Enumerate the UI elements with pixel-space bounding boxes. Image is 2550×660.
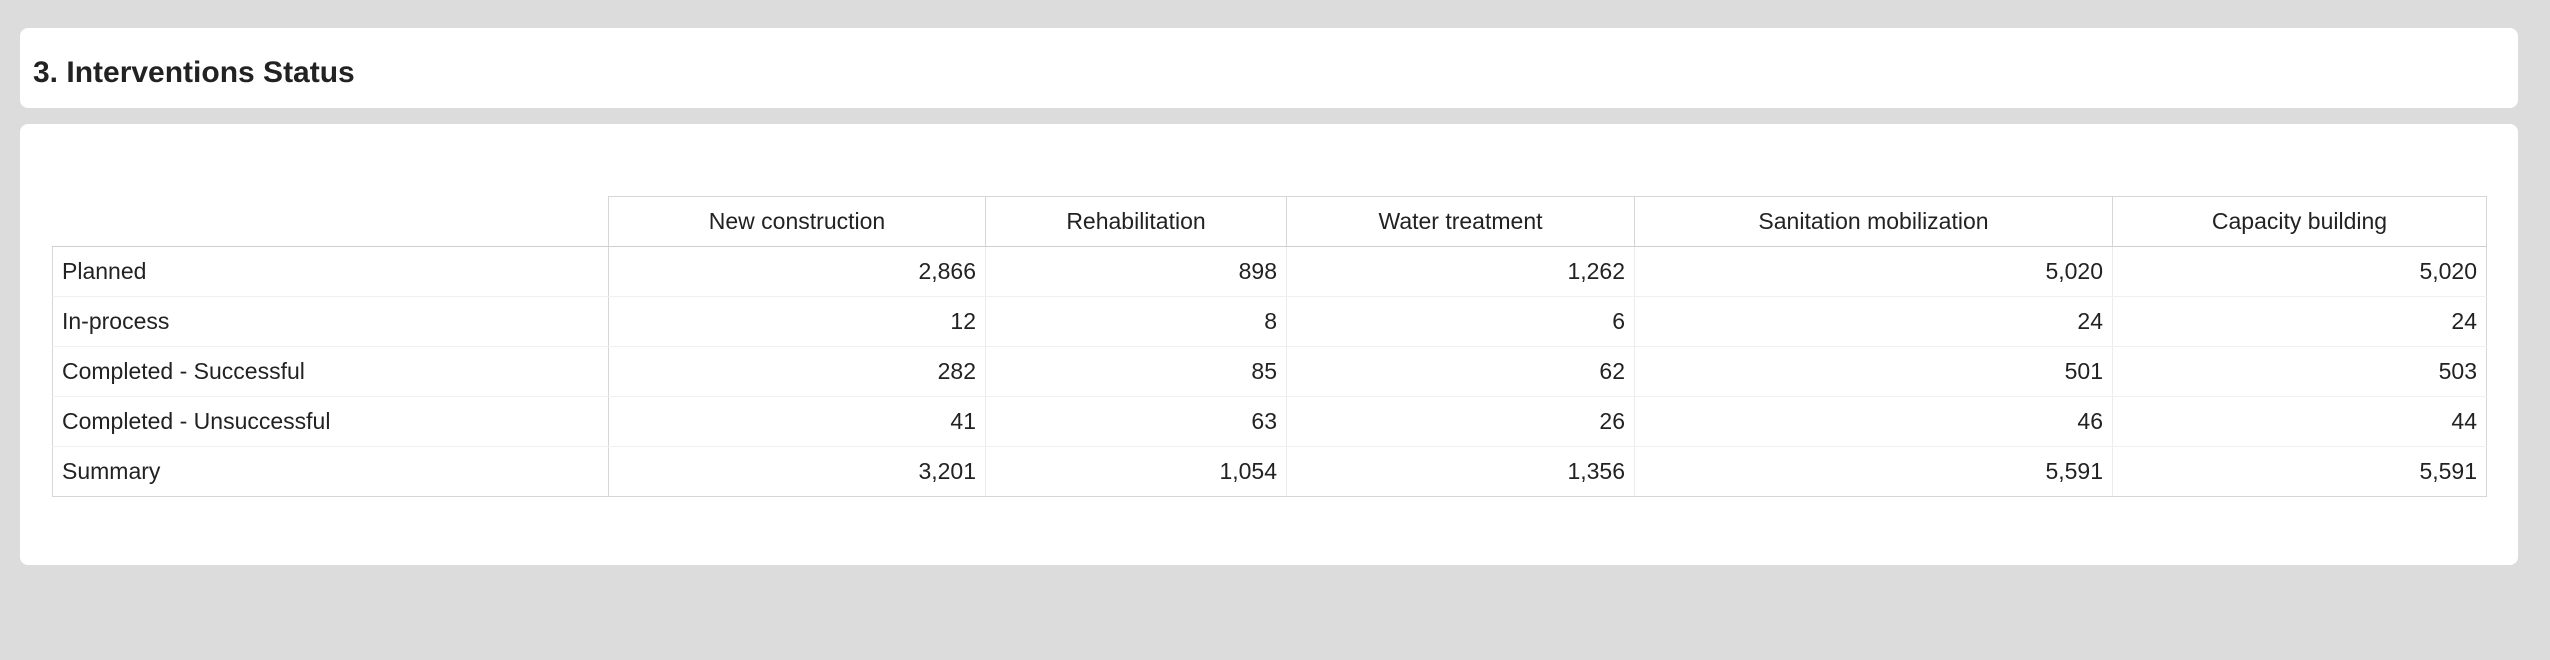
table-cell: 282 [608,346,986,397]
table-cell: 898 [985,246,1287,297]
interventions-status-table: New construction Rehabilitation Water tr… [52,196,2487,497]
table-cell: 501 [1634,346,2113,397]
table-cell: 44 [2112,396,2487,447]
column-header-sanitation-mobilization: Sanitation mobilization [1634,196,2113,247]
column-header-capacity-building: Capacity building [2112,196,2487,247]
table-cell: 2,866 [608,246,986,297]
table-row-summary: Summary 3,201 1,054 1,356 5,591 5,591 [52,446,2487,497]
summary-cell: 1,356 [1286,446,1635,497]
row-label: Completed - Unsuccessful [52,396,609,447]
table-cell: 24 [2112,296,2487,347]
table-cell: 63 [985,396,1287,447]
table-cell: 5,020 [2112,246,2487,297]
section-title: 3. Interventions Status [33,56,355,89]
summary-cell: 5,591 [2112,446,2487,497]
row-label: Completed - Successful [52,346,609,397]
table-cell: 6 [1286,296,1635,347]
table-cell: 62 [1286,346,1635,397]
table-cell: 24 [1634,296,2113,347]
summary-cell: 3,201 [608,446,986,497]
table-cell: 26 [1286,396,1635,447]
table-cell: 1,262 [1286,246,1635,297]
section-header-card: 3. Interventions Status [20,28,2518,108]
table-corner-cell [52,196,609,247]
table-cell: 5,020 [1634,246,2113,297]
table-row-in-process: In-process 12 8 6 24 24 [52,296,2487,347]
table-cell: 85 [985,346,1287,397]
table-cell: 12 [608,296,986,347]
table-cell: 8 [985,296,1287,347]
column-header-water-treatment: Water treatment [1286,196,1635,247]
table-row-completed-successful: Completed - Successful 282 85 62 501 503 [52,346,2487,397]
table-cell: 503 [2112,346,2487,397]
column-header-new-construction: New construction [608,196,986,247]
table-row-completed-unsuccessful: Completed - Unsuccessful 41 63 26 46 44 [52,396,2487,447]
table-cell: 41 [608,396,986,447]
table-row-planned: Planned 2,866 898 1,262 5,020 5,020 [52,246,2487,297]
summary-label: Summary [52,446,609,497]
summary-cell: 5,591 [1634,446,2113,497]
column-header-rehabilitation: Rehabilitation [985,196,1287,247]
summary-cell: 1,054 [985,446,1287,497]
table-cell: 46 [1634,396,2113,447]
table-header-row: New construction Rehabilitation Water tr… [52,196,2487,247]
row-label: In-process [52,296,609,347]
row-label: Planned [52,246,609,297]
interventions-table-card: New construction Rehabilitation Water tr… [20,124,2518,565]
